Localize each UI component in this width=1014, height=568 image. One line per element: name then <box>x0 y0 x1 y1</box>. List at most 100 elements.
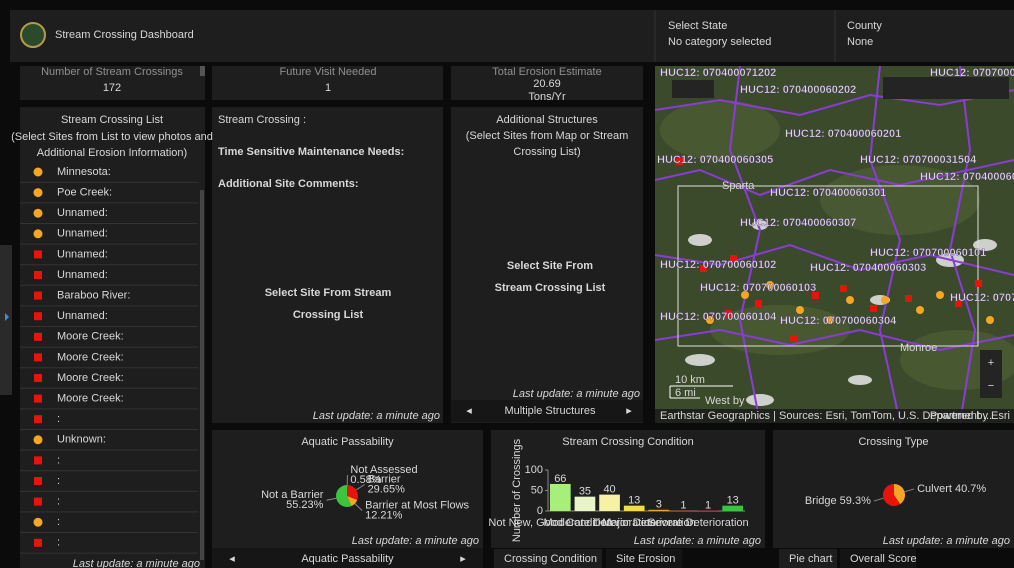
y-axis-label: Number of Crossings <box>511 438 523 542</box>
panel-subtitle: Additional Erosion Information) <box>37 147 187 159</box>
pie-value-label: 12.21% <box>365 509 403 521</box>
list-item[interactable]: Unnamed: <box>57 310 108 322</box>
status-marker <box>34 415 42 424</box>
zoom-out-icon[interactable]: − <box>988 380 994 392</box>
list-item[interactable]: : <box>57 496 60 508</box>
bar-value-label: 35 <box>579 486 591 498</box>
bar <box>648 509 670 511</box>
list-item[interactable]: Moore Creek: <box>57 393 124 405</box>
nav-bar <box>212 548 483 568</box>
x-tick-label: Severe Deterioration <box>648 517 749 529</box>
tab-label[interactable]: Pie chart <box>789 553 832 565</box>
empty-prompt: Select Site From Stream <box>265 287 392 299</box>
empty-prompt: Crossing List <box>293 309 364 321</box>
indicator-title: Future Visit Needed <box>279 66 376 78</box>
status-marker <box>33 517 43 527</box>
list-item[interactable]: Unnamed: <box>57 269 108 281</box>
pie-category: Culvert <box>917 483 952 495</box>
list-item[interactable]: Minnesota: <box>57 166 111 178</box>
indicator-unit: Tons/Yr <box>528 91 566 103</box>
status-marker <box>34 456 42 465</box>
status-marker <box>34 312 42 321</box>
map-toolbar[interactable] <box>883 77 1009 99</box>
nav-prev[interactable]: ◂ <box>229 553 235 565</box>
list-item[interactable]: Unnamed: <box>57 248 108 260</box>
map-label: HUC12: 070400060201 <box>785 128 901 140</box>
nav-prev[interactable]: ◂ <box>466 405 472 417</box>
tab[interactable] <box>606 549 682 568</box>
panel <box>212 107 443 423</box>
indicator-title: Total Erosion Estimate <box>492 66 601 78</box>
bar-value-label: 3 <box>656 499 662 511</box>
pie-value-label: 29.65% <box>368 483 406 495</box>
list-item[interactable]: Unnamed: <box>57 207 108 219</box>
tab-label[interactable]: Overall Score <box>850 553 917 565</box>
panel-subtitle: (Select Sites from Map or Stream <box>466 130 629 142</box>
bar-value-label: 66 <box>554 473 566 485</box>
status-marker <box>33 435 43 445</box>
chart-title: Aquatic Passability <box>301 436 394 448</box>
status-marker <box>34 477 42 485</box>
tab-label[interactable]: Site Erosion <box>616 553 675 565</box>
list-item[interactable]: : <box>57 475 60 487</box>
tab-label[interactable]: Crossing Condition <box>504 553 597 565</box>
nav-next[interactable]: ▸ <box>626 405 632 417</box>
status-marker <box>33 188 43 198</box>
filter-value[interactable]: No category selected <box>668 36 771 48</box>
list-item[interactable]: Moore Creek: <box>57 372 124 384</box>
leader-line <box>873 497 884 502</box>
map-layer-button[interactable] <box>672 80 714 98</box>
pie-slice <box>347 496 358 507</box>
pie-label: Barrier at Most Flows <box>365 499 469 511</box>
list-item[interactable]: Moore Creek: <box>57 351 124 363</box>
filter-label: Select State <box>668 20 727 32</box>
zoom-in-icon[interactable]: + <box>988 357 994 369</box>
bar <box>549 483 571 511</box>
scrollbar[interactable] <box>200 190 204 560</box>
list-item[interactable]: : <box>57 454 60 466</box>
list-item[interactable]: Poe Creek: <box>57 187 112 199</box>
watershed-boundaries <box>654 65 1014 424</box>
tab[interactable] <box>840 549 916 568</box>
logo <box>20 22 46 48</box>
bar-value-label: 13 <box>727 495 739 507</box>
map-attribution: Earthstar Geographics | Sources: Esri, T… <box>660 410 992 422</box>
panel <box>451 66 643 100</box>
list-item[interactable]: Moore Creek: <box>57 331 124 343</box>
status-marker <box>34 250 42 259</box>
status-marker <box>33 229 43 239</box>
zoom-control[interactable] <box>980 350 1002 398</box>
dashboard-title: Stream Crossing Dashboard <box>55 29 194 41</box>
pie-slice <box>883 484 901 506</box>
indicator-value: 1 <box>325 82 331 94</box>
panel <box>212 66 443 100</box>
bar-value-label: 1 <box>705 499 711 511</box>
panel <box>20 66 205 100</box>
x-tick-label: Not New, Good Condition <box>488 517 612 529</box>
tab[interactable] <box>779 549 837 568</box>
list-item[interactable]: Unknown: <box>57 434 106 446</box>
status-marker <box>34 374 42 382</box>
panel-title: Stream Crossing List <box>61 114 163 126</box>
pie-value-label: 55.23% <box>286 499 324 511</box>
filter-label: County <box>847 20 882 32</box>
list-item[interactable]: : <box>57 516 60 528</box>
nav-label: Aquatic Passability <box>301 553 394 565</box>
empty-prompt: Select Site From <box>507 260 593 272</box>
list-item[interactable]: Baraboo River: <box>57 290 130 302</box>
pie-value-label: 40.7% <box>955 483 986 495</box>
list-item[interactable]: : <box>57 413 60 425</box>
indicator-value: 172 <box>103 82 121 94</box>
list-item[interactable]: : <box>57 537 60 549</box>
map-label: HUC12: 070700060304 <box>780 315 897 327</box>
tab[interactable] <box>494 549 602 568</box>
attribution-bar <box>655 409 1014 423</box>
nav-bar <box>451 400 643 422</box>
nav-next[interactable]: ▸ <box>460 553 466 565</box>
filter-value[interactable]: None <box>847 36 873 48</box>
last-update: Last update: a minute ago <box>313 410 440 422</box>
field-label: Stream Crossing : <box>218 114 306 126</box>
list-item[interactable]: Unnamed: <box>57 228 108 240</box>
status-marker <box>34 538 42 547</box>
pie-label: Not Assessed <box>350 464 417 476</box>
